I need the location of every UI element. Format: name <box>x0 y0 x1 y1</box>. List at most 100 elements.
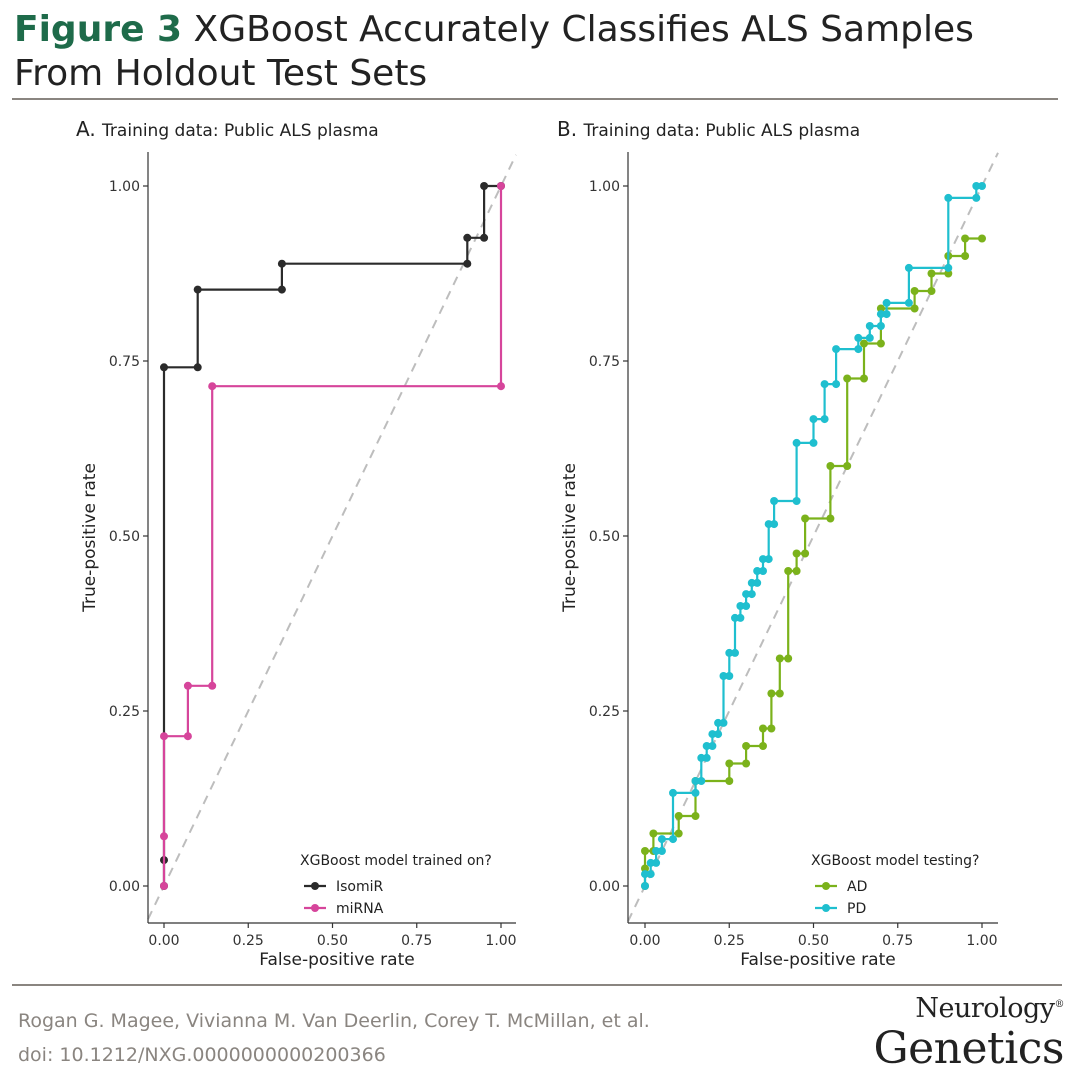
data-point <box>820 415 829 424</box>
panel-label: B. <box>557 117 583 141</box>
data-point <box>826 462 835 470</box>
citation-doi[interactable]: doi: 10.1212/NXG.0000000000200366 <box>18 1044 386 1066</box>
data-point <box>725 648 734 657</box>
y-tick-label: 0.75 <box>109 354 140 370</box>
data-point <box>784 654 793 663</box>
legend-swatch-point <box>311 882 319 890</box>
data-point <box>972 193 981 202</box>
data-point <box>792 438 801 447</box>
data-point <box>691 812 700 820</box>
data-point <box>691 788 700 797</box>
data-point <box>463 259 472 268</box>
data-point <box>961 252 970 260</box>
data-point <box>691 777 700 785</box>
data-point <box>160 882 168 890</box>
data-point <box>944 263 953 272</box>
data-point <box>463 233 472 242</box>
data-point <box>652 858 661 867</box>
data-point <box>801 549 810 558</box>
legend-label: AD <box>847 879 867 895</box>
data-point <box>843 374 852 383</box>
x-tick-label: 0.00 <box>629 933 660 949</box>
x-tick-label: 1.00 <box>966 933 997 949</box>
figure-label: Figure 3 <box>14 9 183 50</box>
data-point <box>193 363 202 372</box>
data-point <box>759 724 767 733</box>
data-point <box>832 345 841 354</box>
data-point <box>277 285 286 294</box>
data-point <box>904 263 913 272</box>
data-point <box>725 777 734 785</box>
legend-title: XGBoost model testing? <box>811 853 979 869</box>
data-point <box>944 193 953 202</box>
data-point <box>208 681 217 690</box>
data-point <box>910 304 919 313</box>
data-point <box>497 182 505 190</box>
data-point <box>882 310 891 319</box>
data-point <box>719 672 728 680</box>
data-point <box>972 182 981 190</box>
data-point <box>480 233 489 242</box>
y-axis-label: True-positive rate <box>560 463 580 613</box>
panel-label: A. <box>76 117 102 141</box>
diagonal-reference-line <box>627 152 999 922</box>
legend-title: XGBoost model trained on? <box>300 853 492 869</box>
data-point <box>927 287 936 295</box>
data-point <box>714 730 723 739</box>
data-point <box>865 322 874 330</box>
legend: XGBoost model trained on? IsomiR miRNA <box>300 853 492 917</box>
data-point <box>865 333 874 342</box>
data-point <box>708 730 717 739</box>
data-point <box>860 339 868 348</box>
data-point <box>753 578 762 587</box>
data-point <box>480 182 489 190</box>
data-point <box>770 497 779 505</box>
data-point <box>160 832 168 841</box>
x-tick-label: 0.25 <box>714 933 745 949</box>
data-point <box>669 835 677 844</box>
data-point <box>277 259 286 268</box>
data-point <box>497 382 505 391</box>
y-tick-label: 0.50 <box>589 529 620 545</box>
data-point <box>193 285 202 294</box>
x-tick-label: 0.50 <box>798 933 829 949</box>
data-point <box>657 835 666 844</box>
data-point <box>641 847 649 855</box>
data-point <box>876 322 885 330</box>
series-mirna <box>160 182 505 890</box>
data-point <box>910 287 919 295</box>
data-point <box>961 234 970 243</box>
y-axis-label: True-positive rate <box>80 463 100 613</box>
x-tick-label: 0.50 <box>317 933 348 949</box>
data-point <box>876 304 885 313</box>
data-point <box>646 870 655 879</box>
journal-name-line1: Neurology <box>915 993 1055 1024</box>
data-point <box>652 847 661 855</box>
legend-swatch-point <box>822 882 830 890</box>
y-tick-label: 0.00 <box>109 879 140 895</box>
data-point <box>759 742 767 750</box>
data-point <box>742 742 751 750</box>
data-point <box>183 732 192 741</box>
figure-title: Figure 3 XGBoost Accurately Classifies A… <box>14 8 1064 96</box>
figure-header: Figure 3 XGBoost Accurately Classifies A… <box>14 8 1064 96</box>
x-tick-label: 0.00 <box>148 933 179 949</box>
x-tick-label: 0.25 <box>233 933 264 949</box>
data-point <box>792 567 801 575</box>
data-point <box>775 689 784 698</box>
data-point <box>747 590 756 599</box>
data-point <box>759 555 767 564</box>
data-point <box>725 759 734 768</box>
data-point <box>160 732 168 741</box>
citation: Rogan G. Magee, Vivianna M. Van Deerlin,… <box>18 1004 650 1072</box>
legend-swatch-point <box>822 904 830 912</box>
data-point <box>927 269 936 278</box>
data-point <box>904 298 913 307</box>
panel-title: A. Training data: Public ALS plasma <box>76 117 379 141</box>
figure-title-text: XGBoost Accurately Classifies ALS Sample… <box>14 9 974 94</box>
data-point <box>641 882 649 890</box>
x-axis-label: False-positive rate <box>259 950 414 970</box>
panel-title: B. Training data: Public ALS plasma <box>557 117 860 141</box>
data-point <box>736 613 745 622</box>
